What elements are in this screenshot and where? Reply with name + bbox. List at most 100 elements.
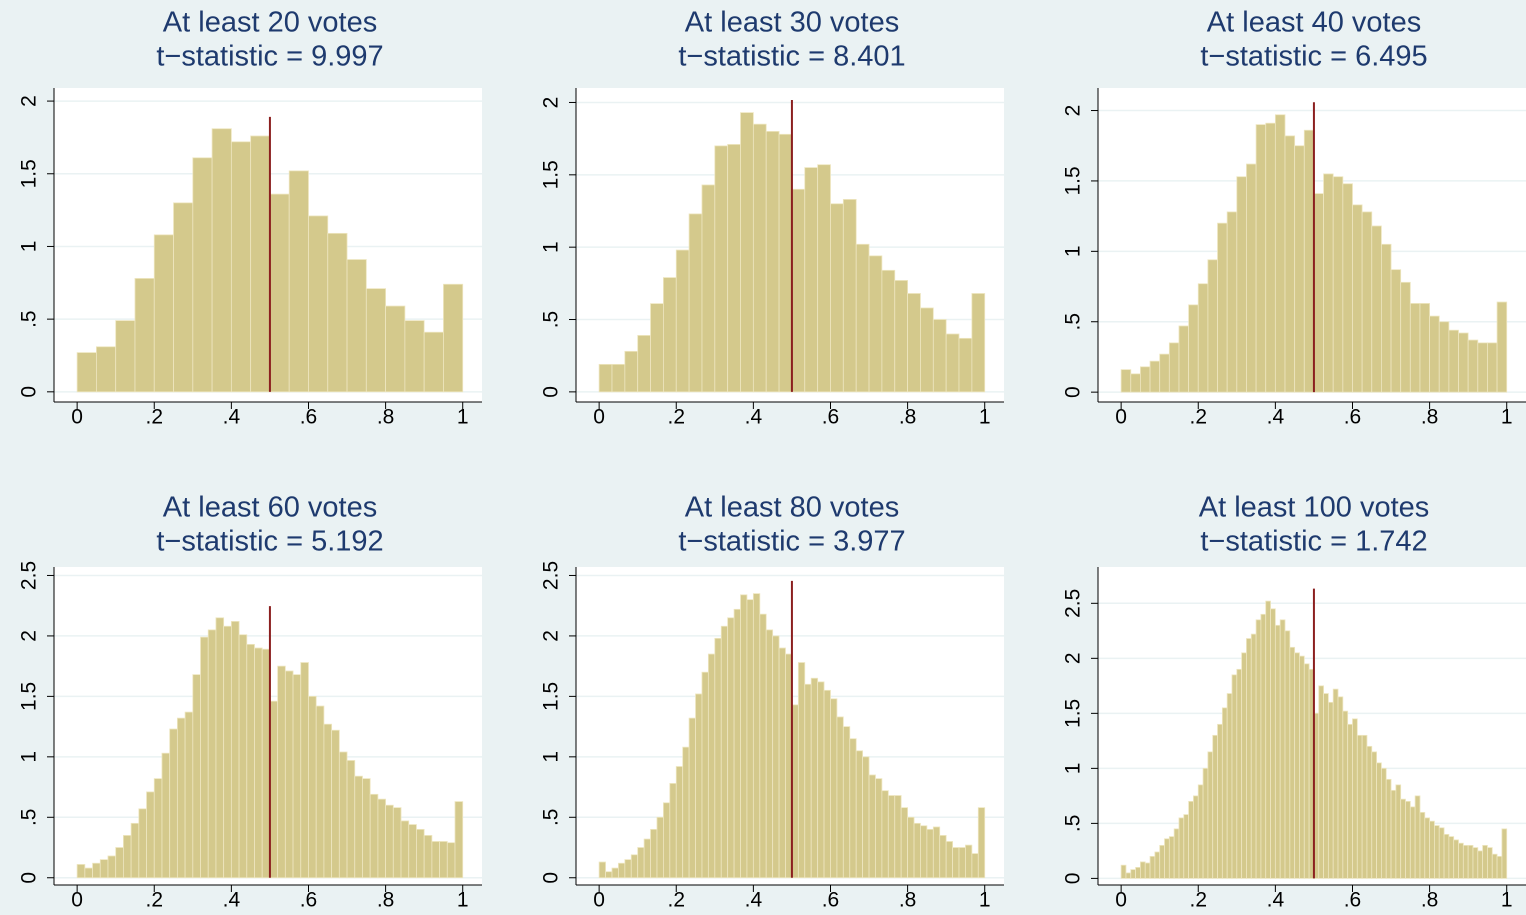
bar — [1159, 844, 1165, 879]
bar — [945, 841, 954, 879]
y-tick-label: 2.5 — [1062, 589, 1085, 618]
bar — [1154, 851, 1161, 879]
bar — [714, 637, 722, 879]
y-tick-label: 2 — [1062, 652, 1085, 664]
bar — [1178, 325, 1190, 393]
bar — [920, 825, 928, 879]
bar — [392, 807, 402, 879]
bar — [308, 695, 317, 879]
bar — [1443, 833, 1450, 879]
bar — [746, 599, 754, 879]
x-tick-label: 0 — [1115, 406, 1127, 429]
bar — [688, 213, 703, 393]
bar — [868, 774, 876, 879]
y-tick-label: 2 — [540, 630, 563, 642]
bar — [300, 662, 309, 879]
bar — [907, 293, 921, 393]
bar — [669, 783, 677, 879]
bar — [605, 871, 613, 879]
bar — [637, 847, 645, 879]
y-tick-label: 0 — [18, 872, 41, 884]
bar — [913, 822, 921, 879]
bar — [772, 635, 780, 879]
x-tick-label: .6 — [300, 406, 318, 429]
y-tick-label: 2.5 — [18, 561, 41, 590]
bar — [1347, 723, 1353, 879]
bar — [1376, 762, 1382, 879]
bar — [810, 677, 819, 879]
bar — [1332, 176, 1344, 393]
bar — [315, 705, 325, 879]
y-tick-label: .5 — [1062, 313, 1085, 331]
bar — [855, 243, 870, 393]
bar — [727, 144, 741, 393]
bar — [1178, 817, 1185, 879]
x-tick-label: .6 — [1344, 889, 1362, 912]
bar — [1294, 652, 1300, 879]
bar — [791, 188, 806, 393]
bar — [778, 133, 793, 393]
bar — [1188, 800, 1194, 879]
bar — [894, 795, 902, 879]
bar — [688, 717, 696, 879]
bar — [926, 828, 934, 879]
bar — [1246, 638, 1252, 879]
bar — [1289, 646, 1296, 879]
bar — [977, 807, 986, 879]
x-tick-label: .2 — [667, 406, 685, 429]
bar — [887, 795, 896, 879]
x-tick-label: 0 — [593, 889, 605, 912]
y-tick-label: 0 — [18, 386, 41, 398]
bar — [656, 816, 664, 879]
bar — [365, 288, 387, 393]
bar — [308, 215, 329, 393]
bar — [1274, 114, 1286, 393]
bar — [96, 346, 117, 393]
chart-subtitle: t−statistic = 9.997 — [156, 41, 383, 73]
bar — [842, 726, 851, 879]
bar — [76, 864, 86, 879]
chart-title: At least 80 votes — [685, 492, 899, 524]
bar — [1395, 784, 1402, 879]
bar — [1327, 701, 1334, 879]
bar — [134, 278, 155, 393]
bar — [173, 202, 194, 393]
y-tick-label: 1 — [18, 241, 41, 253]
bar — [1299, 655, 1305, 879]
bar — [385, 804, 394, 879]
bar — [1400, 798, 1406, 879]
x-tick-label: .8 — [1421, 889, 1439, 912]
bar — [1385, 778, 1392, 879]
x-tick-label: .8 — [1421, 406, 1439, 429]
bar — [1217, 723, 1223, 879]
chart-title: At least 40 votes — [1207, 7, 1421, 39]
bar — [269, 700, 279, 879]
bar — [123, 835, 132, 879]
bar — [1140, 366, 1151, 393]
y-tick-label: 1 — [1062, 763, 1085, 775]
x-tick-label: 1 — [979, 406, 991, 429]
y-tick-label: 1.5 — [1062, 166, 1085, 195]
bar — [443, 283, 464, 393]
bar — [107, 855, 117, 879]
x-tick-label: .4 — [1267, 889, 1285, 912]
bar — [830, 698, 838, 879]
x-tick-label: .2 — [1189, 889, 1207, 912]
bar — [153, 234, 174, 393]
y-tick-label: 2 — [18, 95, 41, 107]
x-tick-label: 0 — [593, 406, 605, 429]
bar — [1438, 827, 1445, 879]
bar — [630, 854, 639, 879]
bar — [624, 859, 632, 879]
bar — [1193, 795, 1199, 879]
bar — [650, 828, 658, 879]
bar — [1366, 745, 1373, 879]
bar — [207, 629, 217, 879]
bar — [868, 255, 883, 393]
bar — [971, 293, 986, 393]
chart-subtitle: t−statistic = 5.192 — [156, 526, 383, 558]
bar — [701, 671, 709, 879]
chart-title: At least 60 votes — [163, 492, 377, 524]
bar — [804, 167, 819, 393]
bar — [404, 320, 425, 393]
